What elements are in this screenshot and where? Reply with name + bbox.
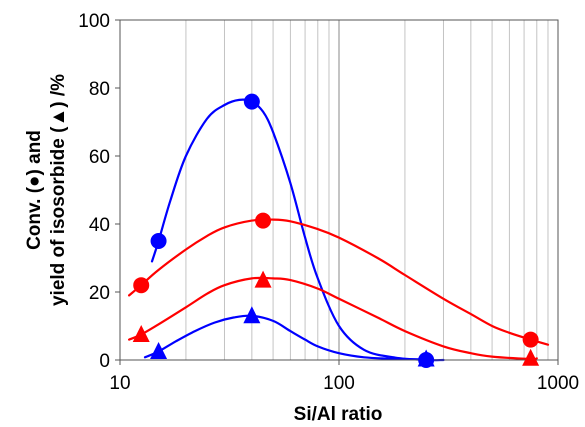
blue-circle-fit-curve [150, 98, 445, 362]
y-axis-title: Conv. (●) and yield of isosorbide (▲) /% [24, 74, 69, 306]
red-triangle-point [254, 270, 272, 288]
y-axis-title-line-2: yield of isosorbide (▲) /% [48, 74, 69, 306]
y-axis-title-line-1: Conv. (●) and [24, 130, 45, 250]
x-tick-label: 10 [109, 373, 130, 394]
red-circle-point [522, 331, 539, 348]
blue-circle-point [243, 93, 260, 110]
red-circle-point [255, 212, 272, 229]
blue-triangle-point [417, 349, 435, 367]
blue-triangle-point [150, 342, 168, 359]
markers [132, 93, 540, 368]
y-tick-label: 20 [89, 283, 110, 304]
red-triangle-point [132, 325, 150, 342]
axes: 0 20 40 60 80 100 10 100 1000 [78, 11, 579, 394]
red-circle-point [133, 277, 150, 294]
blue-triangle-point [243, 306, 261, 324]
y-tick-label: 100 [78, 11, 110, 32]
y-tick-label: 60 [89, 147, 110, 168]
red-circle-fit-curve [128, 218, 550, 346]
x-tick-label: 1000 [537, 373, 579, 394]
x-tick-label: 100 [323, 373, 355, 394]
grid [185, 20, 549, 360]
red-triangle-point [522, 348, 540, 366]
blue-circle-point [150, 233, 167, 249]
red-triangle-fit-curve [128, 276, 538, 361]
y-tick-label: 0 [99, 351, 110, 372]
blue-triangle-fit-curve [143, 314, 428, 361]
y-tick-label: 40 [89, 215, 110, 236]
y-tick-label: 80 [89, 79, 110, 100]
x-axis-title: Si/Al ratio [294, 404, 383, 425]
fit-curves [128, 98, 550, 362]
